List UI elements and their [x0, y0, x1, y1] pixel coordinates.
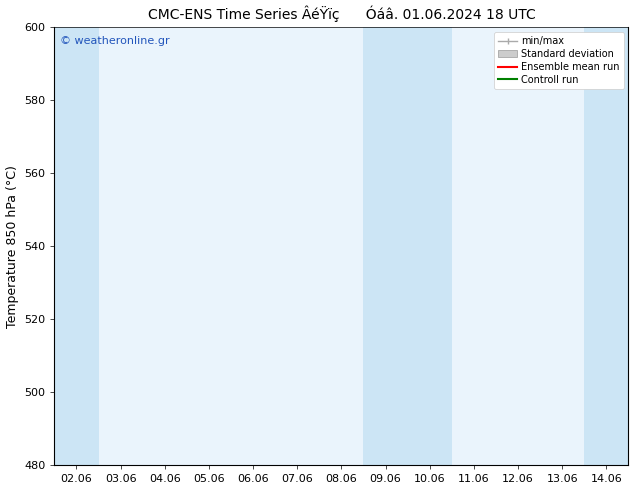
Text: © weatheronline.gr: © weatheronline.gr: [60, 36, 170, 46]
Legend: min/max, Standard deviation, Ensemble mean run, Controll run: min/max, Standard deviation, Ensemble me…: [494, 32, 624, 89]
Bar: [585, 27, 628, 465]
Bar: [55, 27, 98, 465]
Bar: [363, 27, 452, 465]
Title: CMC-ENS Time Series ÂéŸïç      Óáâ. 01.06.2024 18 UTC: CMC-ENS Time Series ÂéŸïç Óáâ. 01.06.202…: [148, 5, 535, 22]
Y-axis label: Temperature 850 hPa (°C): Temperature 850 hPa (°C): [6, 165, 18, 328]
